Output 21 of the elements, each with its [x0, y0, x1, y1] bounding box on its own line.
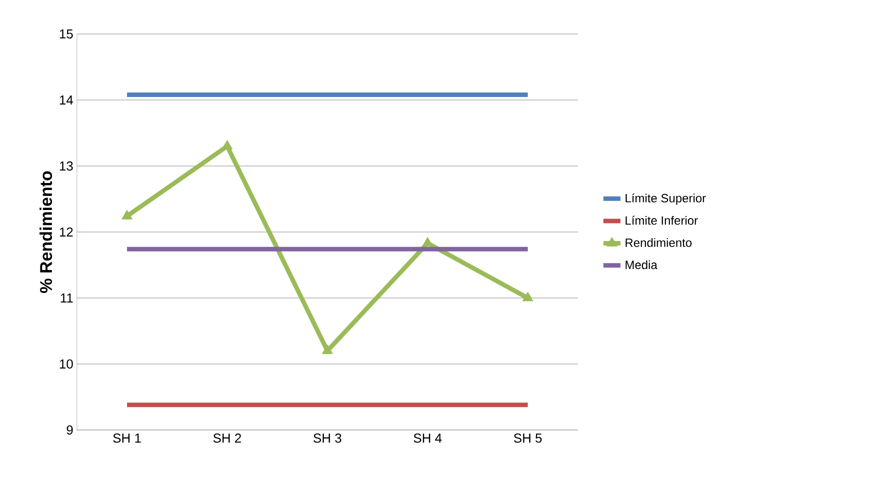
legend-label: Límite Superior: [626, 193, 706, 205]
y-axis-title: % Rendimiento: [40, 171, 52, 293]
y-tick-label: 14: [60, 96, 73, 104]
point: [522, 292, 534, 302]
y-tick-label: 11: [60, 294, 73, 302]
y-tick-label: 13: [60, 161, 73, 171]
y-tick-label: 12: [60, 227, 73, 237]
point: [122, 210, 132, 220]
x-tick-label: SH 1: [113, 434, 141, 443]
point: [322, 344, 333, 354]
y-tick-label: 10: [60, 359, 73, 369]
legend-label: Rendimiento: [626, 238, 692, 247]
x-tick-label: SH 3: [314, 434, 342, 443]
legend-label: Límite Inferior: [626, 216, 698, 225]
x-tick-label: SH 2: [213, 434, 241, 443]
y-tick-label: 15: [60, 29, 73, 39]
point: [222, 140, 233, 150]
x-tick-label: SH 4: [414, 434, 442, 443]
legend-label: Media: [626, 260, 658, 270]
y-tick-label: 9: [66, 425, 73, 435]
x-tick-label: SH 5: [514, 434, 542, 443]
